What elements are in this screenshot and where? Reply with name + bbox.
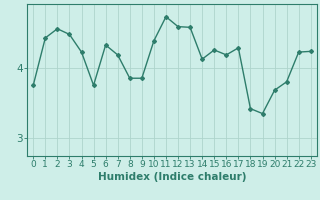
X-axis label: Humidex (Indice chaleur): Humidex (Indice chaleur) bbox=[98, 172, 246, 182]
